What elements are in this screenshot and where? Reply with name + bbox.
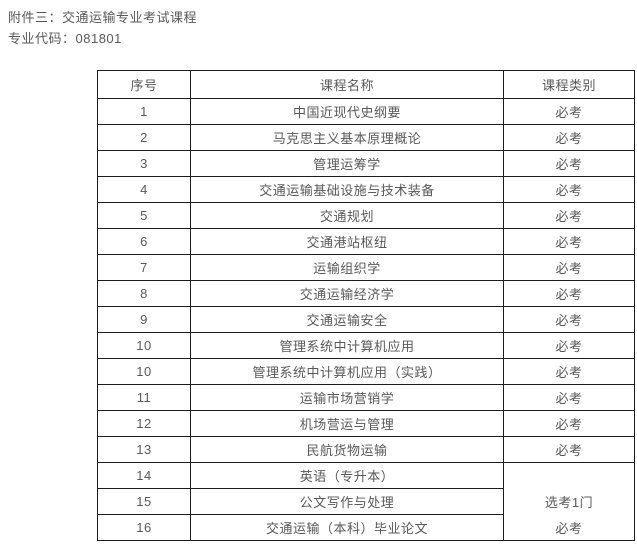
cell-category: 必考	[503, 358, 635, 385]
cell-category: 必考	[503, 150, 635, 177]
cell-course: 交通规划	[190, 202, 504, 229]
cell-no: 16	[97, 514, 191, 541]
table-row: 9 交通运输安全 必考	[97, 306, 635, 333]
cell-category: 必考	[503, 332, 635, 359]
table-row: 14 英语（专升本） 选考1门 必考	[97, 462, 635, 541]
cell-course: 中国近现代史纲要	[190, 98, 504, 125]
cell-category: 必考	[503, 98, 635, 125]
table-row: 4 交通运输基础设施与技术装备 必考	[97, 176, 635, 203]
cell-category-merged: 选考1门 必考	[503, 462, 635, 541]
cell-no: 5	[97, 202, 191, 229]
cell-course: 管理运筹学	[190, 150, 504, 177]
cell-course: 英语（专升本）	[190, 462, 504, 489]
table-header-row: 序号 课程名称 课程类别	[97, 70, 635, 99]
merged-slot-required: 必考	[555, 520, 583, 536]
cell-no: 11	[97, 384, 191, 411]
cell-course: 马克思主义基本原理概论	[190, 124, 504, 151]
cell-category: 必考	[503, 306, 635, 333]
table-row: 6 交通港站枢纽 必考	[97, 228, 635, 255]
cell-no: 12	[97, 410, 191, 437]
table-row: 11 运输市场营销学 必考	[97, 384, 635, 411]
cell-no: 4	[97, 176, 191, 203]
table-row: 10 管理系统中计算机应用（实践） 必考	[97, 358, 635, 385]
course-table: 序号 课程名称 课程类别 1 中国近现代史纲要 必考 2 马克思主义基本原理概论…	[97, 70, 635, 541]
cell-course: 交通港站枢纽	[190, 228, 504, 255]
table-row: 13 民航货物运输 必考	[97, 436, 635, 463]
cell-no: 7	[97, 254, 191, 281]
cell-category: 必考	[503, 202, 635, 229]
cell-course: 运输市场营销学	[190, 384, 504, 411]
cell-category: 必考	[503, 410, 635, 437]
major-code: 专业代码：081801	[8, 31, 122, 46]
cell-category: 必考	[503, 280, 635, 307]
table-row: 15 公文写作与处理	[97, 488, 635, 515]
cell-no: 1	[97, 98, 191, 125]
cell-no: 15	[97, 488, 191, 515]
cell-no: 3	[97, 150, 191, 177]
cell-category: 必考	[503, 176, 635, 203]
cell-no: 2	[97, 124, 191, 151]
header-cell-category: 课程类别	[503, 70, 635, 99]
cell-course: 民航货物运输	[190, 436, 504, 463]
cell-no: 6	[97, 228, 191, 255]
table-row: 8 交通运输经济学 必考	[97, 280, 635, 307]
table-row: 12 机场营运与管理 必考	[97, 410, 635, 437]
cell-course: 机场营运与管理	[190, 410, 504, 437]
cell-course: 交通运输（本科）毕业论文	[190, 514, 504, 541]
table-row: 5 交通规划 必考	[97, 202, 635, 229]
merged-slot-empty	[505, 464, 634, 489]
cell-course: 交通运输安全	[190, 306, 504, 333]
merged-slot-optional: 选考1门	[544, 495, 594, 510]
page-title: 附件三：交通运输专业考试课程	[8, 10, 198, 25]
header-cell-course: 课程名称	[190, 70, 504, 99]
cell-course: 运输组织学	[190, 254, 504, 281]
cell-course: 公文写作与处理	[190, 488, 504, 515]
table-row: 2 马克思主义基本原理概论 必考	[97, 124, 635, 151]
cell-no: 13	[97, 436, 191, 463]
cell-category: 必考	[503, 228, 635, 255]
cell-category: 必考	[503, 254, 635, 281]
table-row: 3 管理运筹学 必考	[97, 150, 635, 177]
cell-no: 9	[97, 306, 191, 333]
table-row: 1 中国近现代史纲要 必考	[97, 98, 635, 125]
table-row: 10 管理系统中计算机应用 必考	[97, 332, 635, 359]
header-cell-no: 序号	[97, 70, 191, 99]
merged-category-stack: 选考1门 必考	[505, 464, 634, 540]
cell-no: 8	[97, 280, 191, 307]
cell-course: 交通运输基础设施与技术装备	[190, 176, 504, 203]
cell-no: 14	[97, 462, 191, 489]
table-row: 7 运输组织学 必考	[97, 254, 635, 281]
cell-no: 10	[97, 332, 191, 359]
cell-category: 必考	[503, 436, 635, 463]
cell-category: 必考	[503, 384, 635, 411]
document-header: 附件三：交通运输专业考试课程 专业代码：081801	[8, 7, 197, 49]
cell-course: 交通运输经济学	[190, 280, 504, 307]
cell-course: 管理系统中计算机应用	[190, 332, 504, 359]
cell-no: 10	[97, 358, 191, 385]
table-row: 16 交通运输（本科）毕业论文	[97, 514, 635, 541]
cell-course: 管理系统中计算机应用（实践）	[190, 358, 504, 385]
cell-category: 必考	[503, 124, 635, 151]
